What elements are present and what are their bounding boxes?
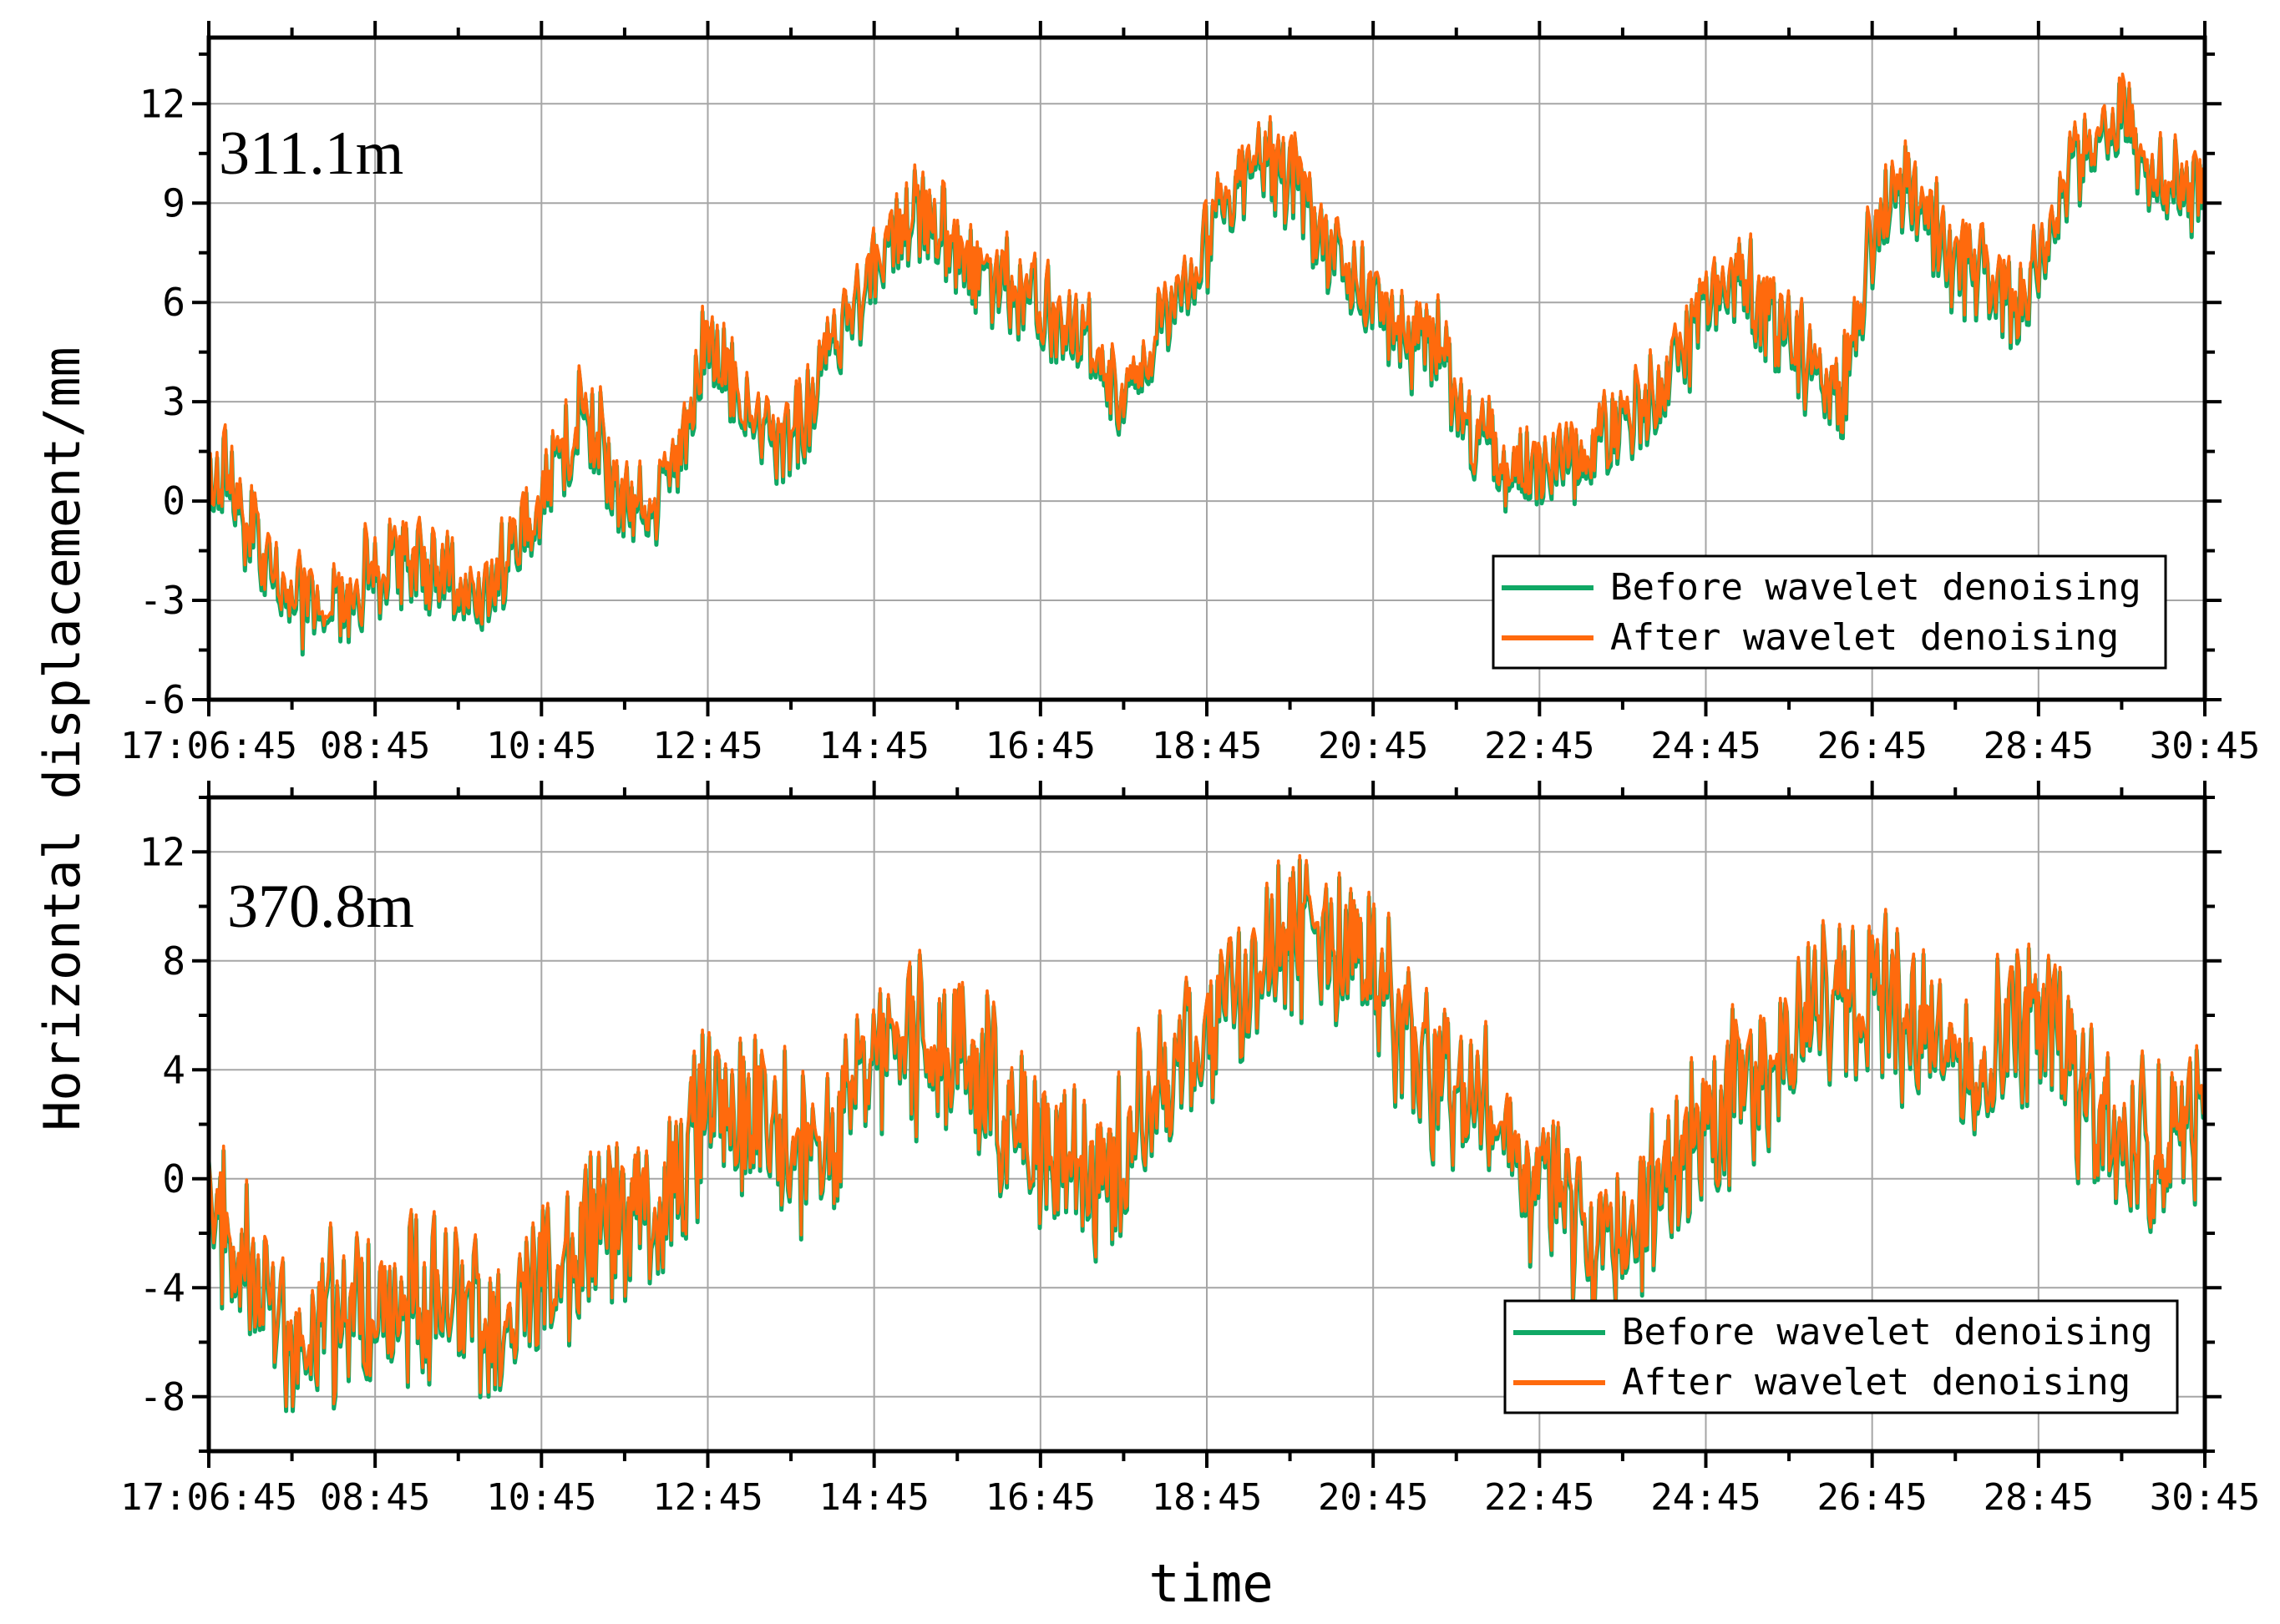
x-tick-label: 12:45: [652, 725, 763, 767]
legend-box: [1492, 554, 2167, 670]
x-tick-label: 22:45: [1484, 1476, 1594, 1519]
x-tick-label: 10:45: [486, 1476, 596, 1519]
y-tick-label: -4: [139, 1265, 185, 1310]
x-tick-label: 18:45: [1152, 725, 1262, 767]
y-tick-label: 12: [139, 81, 185, 126]
panel-label: 370.8m: [227, 873, 414, 941]
x-tick-label: 22:45: [1484, 725, 1594, 767]
y-tick-label: -6: [139, 677, 185, 722]
panel-top: -6 -3 0 3 6 9 12 17:06:45 08:45 10:45 12:45 14:45 16…: [120, 21, 2260, 767]
series-line-after: [209, 72, 2205, 650]
legend-label: After wavelet denoising: [1622, 1361, 2131, 1404]
x-tick-label: 26:45: [1816, 1476, 1927, 1519]
x-tick-label: 28:45: [1984, 725, 2094, 767]
y-tick-label: 0: [162, 1156, 185, 1202]
y-tick-label: -3: [139, 578, 185, 623]
x-tick-label: 16:45: [985, 725, 1096, 767]
x-tick-label: 17:06:45: [120, 725, 297, 767]
x-tick-label: 24:45: [1650, 725, 1761, 767]
x-tick-label: 24:45: [1650, 1476, 1761, 1519]
x-tick-label: 18:45: [1152, 1476, 1262, 1519]
y-tick-label: 3: [162, 379, 185, 424]
x-tick-label: 17:06:45: [120, 1476, 297, 1519]
legend-label: Before wavelet denoising: [1622, 1311, 2153, 1353]
x-tick-label: 26:45: [1816, 725, 1927, 767]
x-tick-label: 10:45: [486, 725, 596, 767]
y-tick-label: 6: [162, 280, 185, 325]
shared-x-axis-label: time: [1148, 1553, 1273, 1614]
x-tick-label: 08:45: [320, 725, 430, 767]
legend-label: After wavelet denoising: [1610, 616, 2119, 659]
y-tick-label: 4: [162, 1047, 185, 1092]
x-tick-label: 14:45: [818, 725, 929, 767]
shared-y-axis-label: Horizontal displacement/mm: [33, 347, 92, 1131]
legend-label: Before wavelet denoising: [1610, 566, 2141, 609]
y-tick-label: 12: [139, 829, 185, 874]
x-tick-label: 08:45: [320, 1476, 430, 1519]
y-tick-label: -8: [139, 1374, 185, 1419]
panel-label: 311.1m: [219, 119, 403, 188]
legend: Before wavelet denoising After wavelet de…: [1503, 1299, 2179, 1414]
legend: Before wavelet denoising After wavelet de…: [1492, 554, 2167, 670]
x-tick-label: 20:45: [1318, 1476, 1428, 1519]
series-line-after: [209, 853, 2205, 1409]
x-tick-label: 14:45: [818, 1476, 929, 1519]
x-tick-label: 16:45: [985, 1476, 1096, 1519]
panel-bottom: -8 -4 0 4 8 12 17:06:45 08:45 10:45 12:45 14:45 16:…: [120, 781, 2260, 1519]
x-tick-label: 30:45: [2150, 725, 2260, 767]
legend-box: [1503, 1299, 2179, 1414]
y-tick-label: 0: [162, 478, 185, 524]
y-tick-label: 9: [162, 180, 185, 225]
y-tick-label: 8: [162, 938, 185, 984]
x-tick-label: 12:45: [652, 1476, 763, 1519]
x-tick-label: 28:45: [1984, 1476, 2094, 1519]
x-tick-label: 30:45: [2150, 1476, 2260, 1519]
x-tick-label: 20:45: [1318, 725, 1428, 767]
